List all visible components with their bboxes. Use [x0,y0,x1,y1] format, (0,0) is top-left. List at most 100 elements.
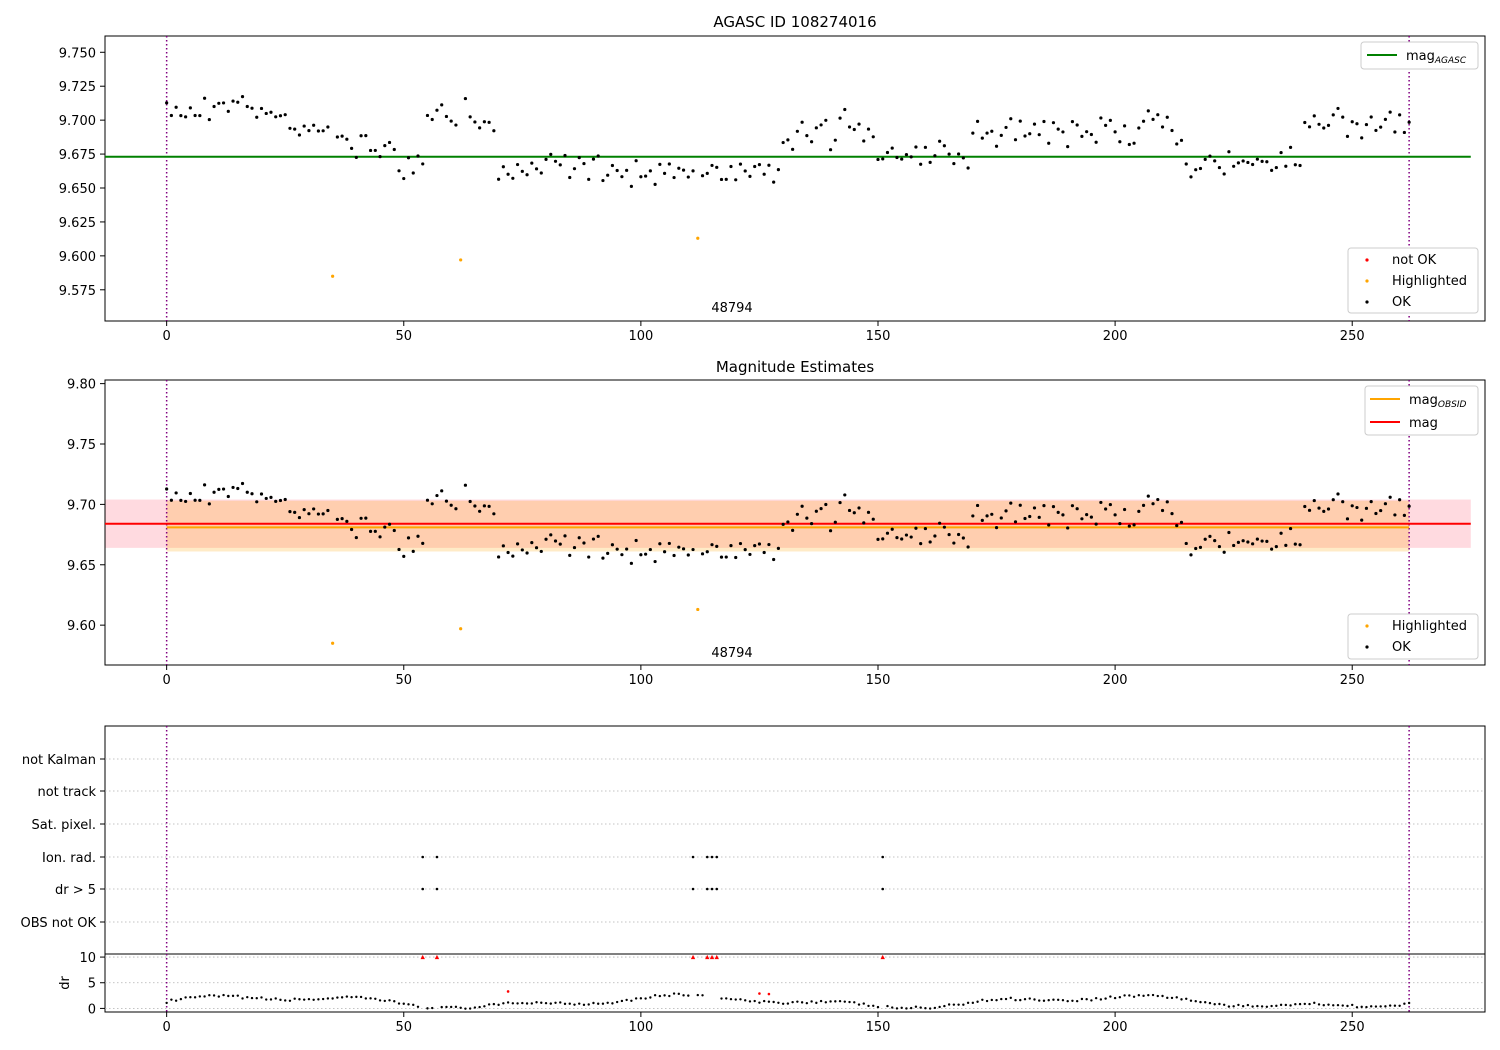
plot-frame-flags [104,725,1486,1013]
ok-point [857,122,861,126]
dr-point [468,1007,472,1010]
dr-point [1199,1000,1202,1004]
x-tick-label: 250 [1340,1020,1365,1035]
dr-point [383,999,386,1003]
ok-point [1269,547,1274,551]
ok-point [506,172,510,176]
ok-point [1236,161,1241,165]
dr-point [1166,996,1169,1000]
dr-point [620,999,624,1003]
ok-point [1317,506,1321,510]
ok-point [1383,117,1388,121]
ok-point [1298,163,1302,168]
flag-point [421,887,425,891]
dr-point [1232,1005,1235,1008]
ok-point [1208,534,1212,538]
plot-frame-estimates [104,379,1486,666]
ok-point [359,134,363,138]
ok-point [1369,500,1373,504]
ok-point [1251,542,1255,546]
ok-point [1355,122,1359,126]
legend-markers-agasc: not OK Highlighted OK [1347,247,1479,314]
legend-marker-highlighted [1365,279,1369,283]
ok-point [1393,130,1397,134]
dr-point [1080,997,1084,1001]
dr-point [1085,998,1088,1001]
dr-point [1056,998,1060,1002]
ok-point [1369,115,1373,119]
dr-point [748,1000,752,1003]
flag-row-label: Ion. rad. [42,851,96,866]
ok-point [435,108,439,112]
ok-point [738,162,743,166]
dr-point [791,1000,794,1004]
ok-point [710,543,714,547]
ok-point [245,490,249,494]
ok-point [520,169,524,173]
ok-point [511,176,515,180]
ok-point [411,171,415,175]
ok-point [364,516,368,520]
dr-point [535,1001,538,1004]
dr-not-ok-point [506,990,510,993]
ok-point [838,500,842,505]
dr-point [1222,1003,1226,1006]
dr-point [1218,1002,1221,1006]
ok-point [900,537,904,541]
ok-point [421,162,425,166]
dr-point [1204,1001,1207,1004]
ok-point [824,118,828,122]
ok-point [435,493,439,498]
ok-point [658,542,662,546]
highlighted-point [459,627,463,631]
ok-point [217,101,221,105]
ok-point [734,178,738,182]
dr-point [753,999,756,1003]
dr-point [302,998,306,1001]
dr-point [1341,1004,1344,1007]
ok-point [1322,126,1326,130]
plot-frame-agasc [104,35,1486,322]
ok-point [757,163,762,167]
ok-point [587,555,591,559]
ok-point [278,498,283,503]
ok-point [1141,119,1146,123]
dr-point [1403,1002,1406,1005]
dr-point [359,995,363,999]
dr-point [246,995,249,999]
ok-point [549,152,553,156]
ok-point [819,123,823,127]
ok-point [1179,520,1184,524]
dr-point [924,1007,927,1010]
ok-point [345,519,349,523]
dr-point [1161,994,1164,998]
dr-point [634,997,638,1000]
dr-point [1132,995,1136,999]
ok-point [1303,120,1307,125]
dr-point [578,1002,581,1005]
ok-point [672,553,676,558]
dr-point [677,992,681,996]
ok-point [734,555,738,560]
ok-point [871,517,875,521]
dr-point [796,1000,799,1003]
dr-point [412,1003,415,1007]
ok-point [1255,537,1259,541]
dr-point [625,998,628,1002]
ok-point [1080,134,1084,138]
dr-point [393,1000,396,1003]
legend-marker-highlighted-2 [1365,624,1369,628]
legend-label-mag-red: mag [1409,416,1438,431]
ok-point [368,529,373,533]
dr-point [952,1003,956,1006]
dr-clipped-marker [714,954,719,960]
dr-point [1374,1005,1378,1008]
ok-point [1203,157,1207,161]
ok-point [862,139,866,143]
dr-point [222,993,225,997]
dr-point [1279,1003,1283,1007]
legend-label-not-ok: not OK [1392,253,1437,268]
ok-point [1298,543,1302,547]
ok-point [700,552,705,556]
ok-point [236,486,240,491]
